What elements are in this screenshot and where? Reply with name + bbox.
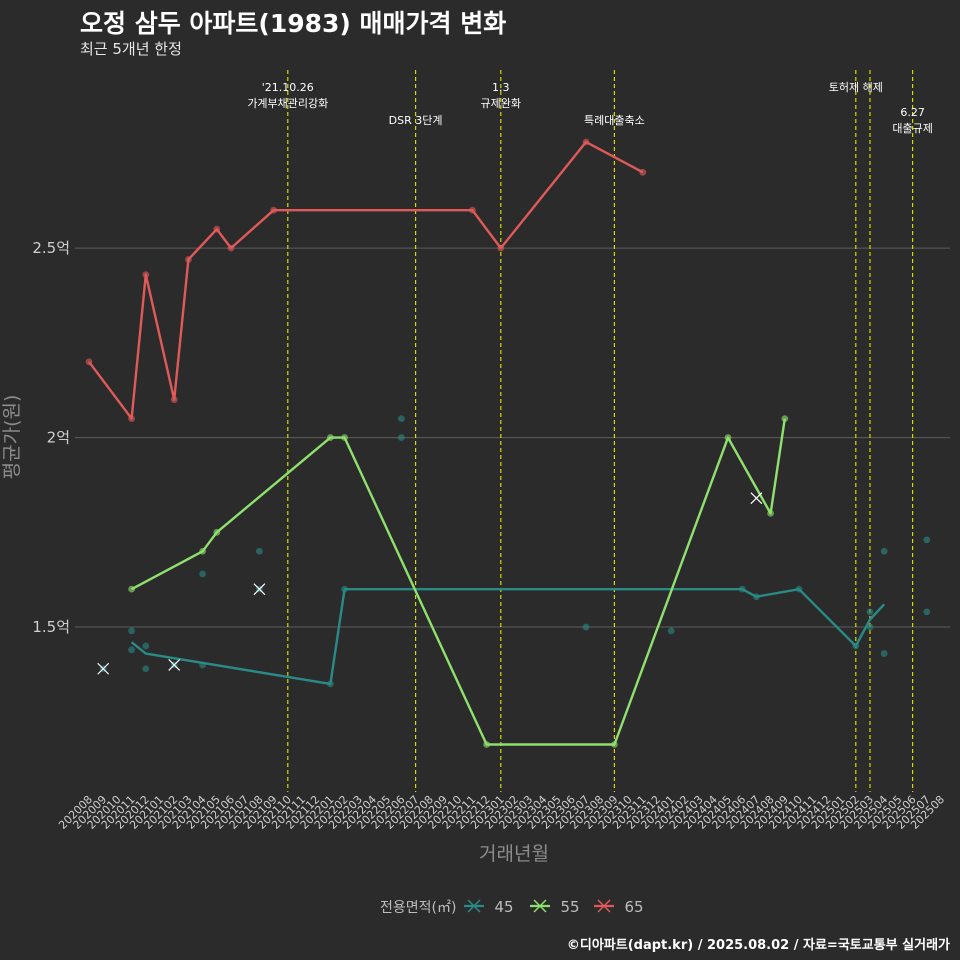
y-tick-label: 1.5억	[32, 618, 70, 636]
chart-title: 오정 삼두 아파트(1983) 매매가격 변화	[80, 9, 507, 38]
legend-cross	[597, 899, 611, 913]
data-point	[256, 547, 263, 555]
legend-item-65: 65	[594, 898, 644, 916]
data-point	[128, 627, 136, 635]
data-point	[866, 623, 874, 631]
cross-marker	[253, 583, 266, 596]
y-tick-label: 2억	[47, 429, 70, 447]
legend-label: 65	[624, 898, 643, 916]
event-label: 1.3 규제완화	[481, 81, 521, 110]
legend-cross	[533, 899, 547, 913]
data-point	[667, 627, 675, 635]
series-line	[131, 418, 786, 746]
data-point	[923, 608, 931, 616]
data-point	[582, 623, 590, 631]
data-point	[142, 665, 150, 673]
cross-marker	[97, 662, 110, 675]
data-point	[923, 536, 931, 544]
data-point	[398, 434, 405, 441]
y-axis-title: 평균가(원)	[1, 395, 23, 480]
legend-label: 45	[494, 898, 513, 916]
data-point	[880, 547, 888, 555]
series-55	[128, 415, 789, 748]
legend-cross	[467, 899, 481, 913]
event-label: 6.27 대출규제	[892, 106, 932, 135]
data-point	[128, 646, 136, 654]
x-axis-title: 거래년월	[479, 843, 549, 865]
legend-item-45: 45	[464, 898, 514, 916]
data-point	[199, 570, 207, 578]
legend-label: 55	[560, 898, 579, 916]
data-point	[142, 642, 150, 650]
legend-item-55: 55	[530, 898, 580, 916]
cross-marker	[168, 659, 181, 671]
data-point	[880, 650, 888, 657]
y-tick-label: 2.5억	[32, 239, 70, 257]
series-line	[130, 588, 886, 686]
event-label: 토허제 해제	[829, 80, 883, 94]
event-label: '21.10.26 가계부채관리강화	[247, 81, 328, 110]
series-line	[88, 140, 644, 420]
y-tick-layer: 1.5억 2억 2.5억	[32, 239, 70, 636]
x-tick-layer: 2020082020092020102020112020122021012021…	[56, 793, 947, 832]
chart-subtitle: 최근 5개년 한정	[80, 40, 182, 58]
source-caption: ©디아파트(dapt.kr) / 2025.08.02 / 자료=국토교통부 실…	[566, 938, 950, 953]
data-point	[398, 415, 405, 423]
event-label: DSR 3단계	[389, 114, 443, 127]
legend: 전용면적(㎡) 45 55 65	[380, 898, 644, 916]
series-layer	[85, 138, 931, 748]
series-65	[85, 138, 647, 423]
legend-title: 전용면적(㎡)	[380, 900, 456, 916]
event-label: 특례대출축소	[584, 114, 645, 127]
series-45	[97, 415, 931, 688]
grid-layer	[75, 247, 950, 628]
cross-marker	[750, 492, 763, 505]
data-point	[866, 608, 874, 616]
